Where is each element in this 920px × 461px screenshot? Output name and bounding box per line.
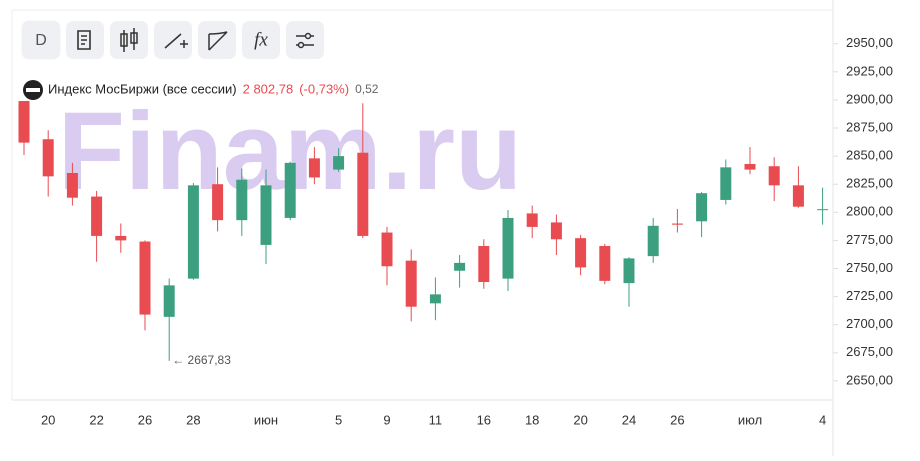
x-tick-label: 9 xyxy=(383,412,390,427)
candle-body xyxy=(720,167,732,200)
candle-body xyxy=(308,158,320,178)
y-tick-label: 2700,00 xyxy=(846,316,893,331)
extra-value: 0,52 xyxy=(355,82,379,96)
x-tick-label: 22 xyxy=(89,412,103,427)
x-tick-label: 5 xyxy=(335,412,342,427)
y-tick-label: 2675,00 xyxy=(846,344,893,359)
candle-body xyxy=(768,166,780,186)
candle-body xyxy=(187,185,199,279)
y-tick-label: 2950,00 xyxy=(846,35,893,50)
candle-body xyxy=(454,262,466,271)
candle-body xyxy=(357,152,369,236)
button[interactable] xyxy=(242,21,280,59)
button[interactable] xyxy=(286,21,324,59)
x-tick-label: 11 xyxy=(429,412,443,427)
icon xyxy=(208,31,228,51)
icon xyxy=(304,32,312,40)
candle-body xyxy=(333,156,345,170)
candle-body xyxy=(42,139,54,177)
y-tick-label: 2825,00 xyxy=(846,176,893,191)
candle-body xyxy=(502,217,514,279)
candle-body xyxy=(236,179,248,221)
x-tick-label: 26 xyxy=(670,412,684,427)
icon xyxy=(77,30,91,50)
x-tick-label: 20 xyxy=(41,412,55,427)
candle-body xyxy=(66,172,78,198)
candle-body xyxy=(526,213,538,227)
icon xyxy=(297,41,305,49)
x-tick-label: 16 xyxy=(477,412,491,427)
x-tick-label: 28 xyxy=(186,412,200,427)
y-tick-label: 2800,00 xyxy=(846,204,893,219)
x-tick-label: июл xyxy=(738,412,762,427)
y-tick-label: 2875,00 xyxy=(846,119,893,134)
instrument-name: Индекс МосБиржи (все сессии) xyxy=(48,81,237,96)
logo-mark xyxy=(26,88,40,92)
button-label: fx xyxy=(254,29,268,50)
price: 2 802,78 xyxy=(243,81,294,96)
candle-body xyxy=(115,235,127,241)
icon xyxy=(164,33,188,49)
candle-body xyxy=(381,232,393,267)
button[interactable] xyxy=(110,21,148,59)
candle-body xyxy=(284,162,296,218)
y-tick-label: 2900,00 xyxy=(846,91,893,106)
candle-body xyxy=(792,185,804,207)
candle-body xyxy=(575,238,587,268)
x-tick-label: июн xyxy=(254,412,278,427)
toolbar: D fx xyxy=(21,20,324,60)
y-tick-label: 2725,00 xyxy=(846,288,893,303)
candle-body xyxy=(163,285,175,317)
x-tick-label: 24 xyxy=(622,412,636,427)
candle-body xyxy=(212,184,224,221)
candle-body xyxy=(671,223,683,225)
y-tick-label: 2775,00 xyxy=(846,232,893,247)
candle-body xyxy=(550,222,562,240)
x-tick-label: 20 xyxy=(573,412,587,427)
candle-body xyxy=(429,294,441,304)
y-tick-label: 2925,00 xyxy=(846,63,893,78)
candle-body xyxy=(696,193,708,222)
candle-body xyxy=(260,185,272,245)
change: (-0,73%) xyxy=(299,81,349,96)
y-tick-label: 2750,00 xyxy=(846,260,893,275)
candle-body xyxy=(744,163,756,170)
button[interactable] xyxy=(154,21,192,59)
button[interactable] xyxy=(198,21,236,59)
button[interactable] xyxy=(21,20,61,60)
x-tick-label: 26 xyxy=(138,412,152,427)
candle-body xyxy=(478,246,490,282)
candle-body xyxy=(599,246,611,281)
icon xyxy=(120,28,138,52)
y-tick-label: 2850,00 xyxy=(846,148,893,163)
candle-body xyxy=(623,258,635,284)
candle-body xyxy=(18,101,30,143)
button-label: D xyxy=(35,32,47,49)
candle-body xyxy=(405,260,417,307)
candle-body xyxy=(91,196,103,236)
x-tick-label: 18 xyxy=(525,412,539,427)
y-tick-label: 2650,00 xyxy=(846,372,893,387)
candle-body xyxy=(139,241,151,315)
candle-body xyxy=(817,209,829,211)
annotation: ← 2667,83 xyxy=(172,353,231,367)
candle-body xyxy=(647,225,659,257)
x-tick-label: 4 xyxy=(819,412,826,427)
